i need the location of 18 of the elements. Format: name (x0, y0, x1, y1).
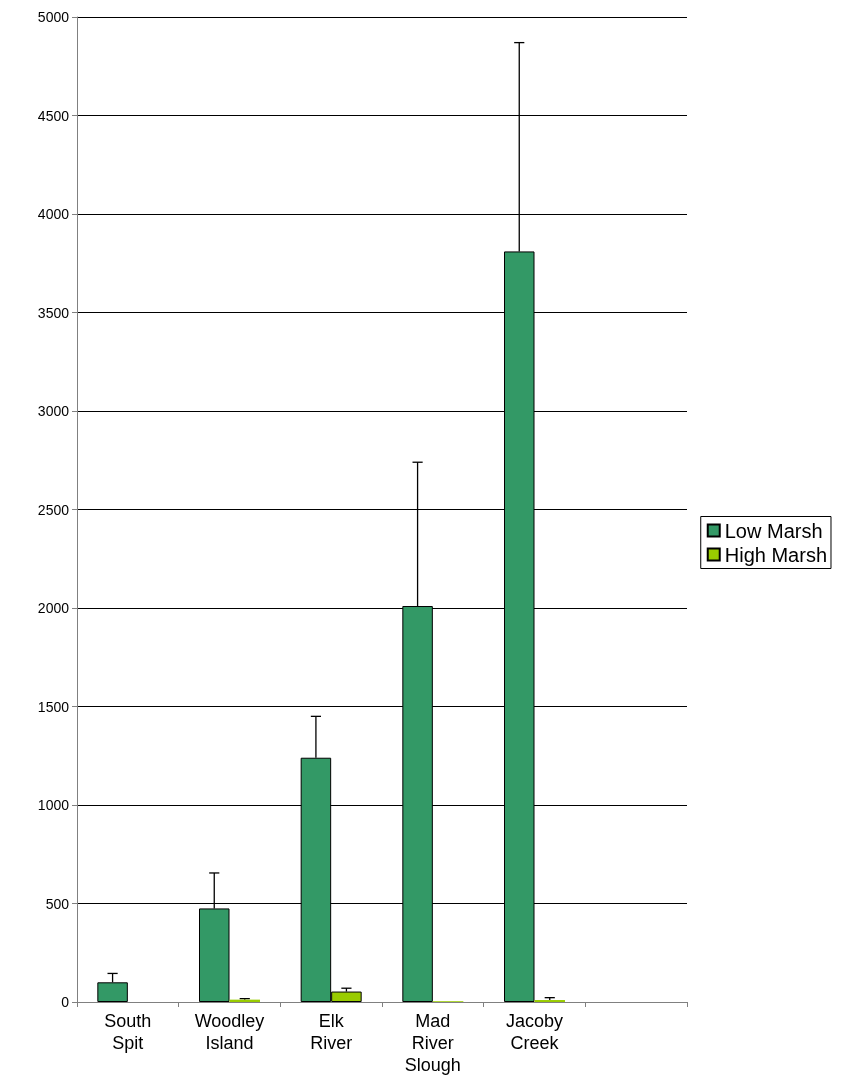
y-tick-label: 3000 (37, 403, 70, 419)
x-tick-label: Woodley Island (194, 1011, 265, 1053)
y-tick-label: 4000 (37, 206, 70, 222)
x-tick-label: Mad River Slough (404, 1011, 461, 1075)
y-tick-label: 4500 (37, 107, 70, 124)
x-tick-label: South Spit (104, 1011, 152, 1053)
y-tick-label: 0 (61, 994, 70, 1010)
legend-label: Low Marsh (724, 519, 823, 542)
y-tick-label: 1500 (37, 698, 70, 715)
y-tick-label: 2500 (37, 501, 70, 518)
x-tick-label: Jacoby Creek (505, 1011, 564, 1053)
y-tick-label: 3500 (37, 304, 70, 321)
legend-label: High Marsh (724, 543, 828, 566)
y-tick-label: 500 (45, 895, 70, 912)
y-tick-label: 5000 (37, 9, 70, 25)
y-tick-label: 1000 (37, 797, 70, 813)
y-tick-label: 2000 (37, 600, 70, 616)
x-tick-label: Elk River (310, 1011, 353, 1053)
